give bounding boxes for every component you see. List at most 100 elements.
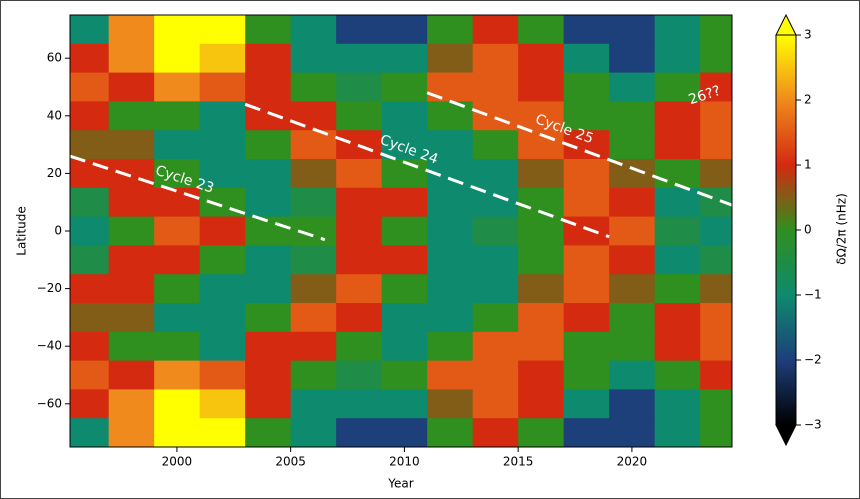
heat-cell: [336, 303, 383, 333]
heat-cell: [381, 130, 428, 160]
heat-cell: [381, 15, 428, 45]
heat-cell: [70, 43, 110, 74]
heat-cell: [700, 360, 732, 390]
heat-cell: [427, 72, 474, 102]
heat-cell: [154, 72, 201, 102]
heat-cell: [290, 274, 337, 304]
heat-cell: [245, 72, 292, 102]
heat-cell: [654, 418, 701, 447]
heat-cell: [108, 331, 155, 362]
heat-cell: [472, 187, 519, 218]
heat-cell: [427, 389, 474, 419]
heat-cell: [245, 389, 292, 419]
heat-cell: [518, 43, 565, 74]
colorbar-label: δΩ/2π (nHz): [835, 193, 849, 265]
heat-cell: [154, 303, 201, 333]
colorbar-tick-label: 2: [804, 93, 812, 107]
heat-cell: [654, 245, 701, 275]
heat-cell: [199, 130, 246, 160]
colorbar-tick-label: −3: [804, 418, 822, 432]
heat-cell: [108, 303, 155, 333]
heat-cell: [654, 72, 701, 102]
heat-cell: [199, 418, 246, 447]
heat-cell: [563, 274, 610, 304]
heat-cell: [154, 43, 201, 74]
heat-cell: [427, 101, 474, 131]
heat-cell: [518, 15, 565, 45]
heat-cell: [245, 130, 292, 160]
heat-cell: [199, 245, 246, 275]
heat-cell: [518, 331, 565, 362]
heat-cell: [108, 216, 155, 246]
heat-cell: [427, 360, 474, 390]
heat-cell: [381, 216, 428, 246]
heat-cell: [199, 274, 246, 304]
heat-cell: [154, 331, 201, 362]
colorbar-tick-label: −1: [804, 288, 822, 302]
heat-cell: [654, 15, 701, 45]
heat-cell: [381, 389, 428, 419]
heat-cell: [108, 101, 155, 131]
heat-cell: [245, 187, 292, 218]
heat-cell: [245, 331, 292, 362]
heat-cell: [199, 159, 246, 189]
heat-cell: [108, 360, 155, 390]
heat-cell: [518, 274, 565, 304]
colorbar-tick-label: 1: [804, 158, 812, 172]
heat-cell: [336, 245, 383, 275]
heat-cell: [70, 303, 110, 333]
heat-cell: [70, 418, 110, 447]
heat-cell: [563, 303, 610, 333]
heat-cell: [381, 245, 428, 275]
heat-cell: [154, 418, 201, 447]
heat-cell: [472, 245, 519, 275]
heat-cell: [518, 303, 565, 333]
heat-cell: [381, 187, 428, 218]
heat-cell: [154, 101, 201, 131]
heat-cell: [609, 418, 656, 447]
heat-cell: [563, 216, 610, 246]
heat-cell: [290, 360, 337, 390]
x-tick-label: 2000: [162, 455, 193, 469]
heat-cell: [609, 389, 656, 419]
heat-cell: [199, 43, 246, 74]
heat-cell: [472, 274, 519, 304]
heat-cell: [472, 389, 519, 419]
heat-cell: [700, 130, 732, 160]
heat-cell: [70, 72, 110, 102]
colorbar-tick-label: 3: [804, 28, 812, 42]
heat-cell: [290, 245, 337, 275]
heat-cell: [290, 187, 337, 218]
heat-cell: [290, 216, 337, 246]
heat-cell: [108, 389, 155, 419]
heat-cell: [563, 187, 610, 218]
heat-cell: [290, 72, 337, 102]
heat-cell: [472, 15, 519, 45]
heat-cell: [336, 274, 383, 304]
heat-cell: [199, 303, 246, 333]
cycle-line: [426, 91, 732, 207]
heat-cell: [199, 216, 246, 246]
heat-cell: [700, 159, 732, 189]
heat-cell: [472, 72, 519, 102]
heat-cell: [245, 274, 292, 304]
heat-cell: [108, 72, 155, 102]
heat-cell: [70, 101, 110, 131]
heat-cell: [609, 187, 656, 218]
heat-cell: [700, 418, 732, 447]
colorbar-tick-label: −2: [804, 353, 822, 367]
heat-cell: [70, 159, 110, 189]
heat-cell: [518, 159, 565, 189]
heat-cell: [290, 159, 337, 189]
heat-cell: [609, 101, 656, 131]
heat-cell: [154, 274, 201, 304]
heat-cell: [70, 360, 110, 390]
heat-cell: [70, 389, 110, 419]
heat-cell: [654, 303, 701, 333]
heat-cell: [199, 15, 246, 45]
heat-cell: [154, 130, 201, 160]
heat-cell: [70, 15, 110, 45]
heat-cell: [336, 360, 383, 390]
heat-cell: [154, 389, 201, 419]
